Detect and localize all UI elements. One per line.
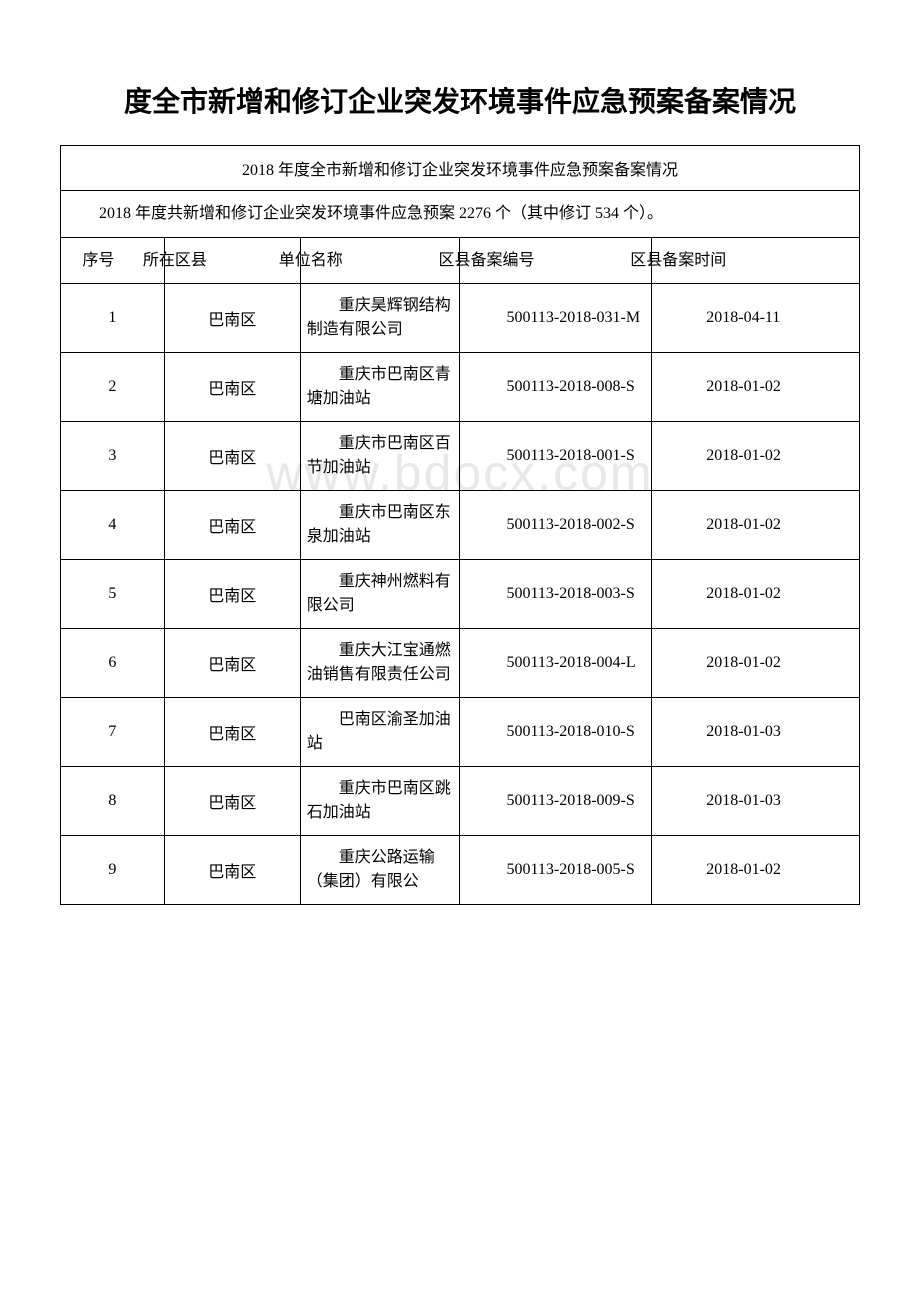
- cell-name: 重庆市巴南区东泉加油站: [300, 491, 460, 560]
- cell-code: 500113-2018-003-S: [460, 560, 652, 629]
- cell-seq: 2: [61, 353, 165, 422]
- filing-table: 2018 年度全市新增和修订企业突发环境事件应急预案备案情况 2018 年度共新…: [60, 145, 860, 905]
- table-row: 4巴南区重庆市巴南区东泉加油站500113-2018-002-S2018-01-…: [61, 491, 860, 560]
- cell-code: 500113-2018-009-S: [460, 767, 652, 836]
- cell-seq: 1: [61, 284, 165, 353]
- table-row: 9巴南区重庆公路运输（集团）有限公500113-2018-005-S2018-0…: [61, 836, 860, 905]
- cell-district: 巴南区: [164, 698, 300, 767]
- cell-district: 巴南区: [164, 491, 300, 560]
- table-row: 5巴南区重庆神州燃料有限公司500113-2018-003-S2018-01-0…: [61, 560, 860, 629]
- cell-district: 巴南区: [164, 353, 300, 422]
- table-intro: 2018 年度共新增和修订企业突发环境事件应急预案 2276 个（其中修订 53…: [61, 191, 860, 238]
- table-row: 7巴南区巴南区渝圣加油站500113-2018-010-S2018-01-03: [61, 698, 860, 767]
- cell-name: 重庆昊辉钢结构制造有限公司: [300, 284, 460, 353]
- cell-time: 2018-01-03: [652, 698, 860, 767]
- cell-seq: 8: [61, 767, 165, 836]
- table-row: 1巴南区重庆昊辉钢结构制造有限公司500113-2018-031-M2018-0…: [61, 284, 860, 353]
- table-intro-row: 2018 年度共新增和修订企业突发环境事件应急预案 2276 个（其中修订 53…: [61, 191, 860, 238]
- table-caption-row: 2018 年度全市新增和修订企业突发环境事件应急预案备案情况: [61, 146, 860, 191]
- cell-name: 重庆市巴南区青塘加油站: [300, 353, 460, 422]
- table-header-row: 序号 所在区县 单位名称 区县备案编号 区县备案时间: [61, 237, 860, 284]
- cell-time: 2018-01-02: [652, 560, 860, 629]
- cell-district: 巴南区: [164, 767, 300, 836]
- cell-district: 巴南区: [164, 629, 300, 698]
- cell-code: 500113-2018-002-S: [460, 491, 652, 560]
- cell-time: 2018-01-03: [652, 767, 860, 836]
- cell-time: 2018-01-02: [652, 836, 860, 905]
- table-caption: 2018 年度全市新增和修订企业突发环境事件应急预案备案情况: [61, 146, 860, 191]
- page-title: 度全市新增和修订企业突发环境事件应急预案备案情况: [60, 80, 860, 120]
- cell-code: 500113-2018-010-S: [460, 698, 652, 767]
- cell-seq: 6: [61, 629, 165, 698]
- cell-district: 巴南区: [164, 560, 300, 629]
- cell-code: 500113-2018-031-M: [460, 284, 652, 353]
- cell-seq: 3: [61, 422, 165, 491]
- cell-name: 重庆市巴南区百节加油站: [300, 422, 460, 491]
- header-code: 区县备案编号: [460, 237, 652, 284]
- cell-district: 巴南区: [164, 284, 300, 353]
- cell-name: 重庆公路运输（集团）有限公: [300, 836, 460, 905]
- cell-district: 巴南区: [164, 836, 300, 905]
- cell-code: 500113-2018-008-S: [460, 353, 652, 422]
- cell-code: 500113-2018-005-S: [460, 836, 652, 905]
- header-time: 区县备案时间: [652, 237, 860, 284]
- cell-time: 2018-01-02: [652, 491, 860, 560]
- cell-seq: 5: [61, 560, 165, 629]
- table-row: 6巴南区重庆大江宝通燃油销售有限责任公司500113-2018-004-L201…: [61, 629, 860, 698]
- table-row: 2巴南区重庆市巴南区青塘加油站500113-2018-008-S2018-01-…: [61, 353, 860, 422]
- cell-name: 巴南区渝圣加油站: [300, 698, 460, 767]
- cell-code: 500113-2018-004-L: [460, 629, 652, 698]
- cell-time: 2018-04-11: [652, 284, 860, 353]
- cell-seq: 4: [61, 491, 165, 560]
- cell-seq: 7: [61, 698, 165, 767]
- table-row: 3巴南区重庆市巴南区百节加油站500113-2018-001-S2018-01-…: [61, 422, 860, 491]
- cell-name: 重庆大江宝通燃油销售有限责任公司: [300, 629, 460, 698]
- header-name: 单位名称: [300, 237, 460, 284]
- cell-code: 500113-2018-001-S: [460, 422, 652, 491]
- cell-district: 巴南区: [164, 422, 300, 491]
- cell-name: 重庆神州燃料有限公司: [300, 560, 460, 629]
- cell-time: 2018-01-02: [652, 422, 860, 491]
- cell-seq: 9: [61, 836, 165, 905]
- cell-name: 重庆市巴南区跳石加油站: [300, 767, 460, 836]
- table-row: 8巴南区重庆市巴南区跳石加油站500113-2018-009-S2018-01-…: [61, 767, 860, 836]
- cell-time: 2018-01-02: [652, 353, 860, 422]
- cell-time: 2018-01-02: [652, 629, 860, 698]
